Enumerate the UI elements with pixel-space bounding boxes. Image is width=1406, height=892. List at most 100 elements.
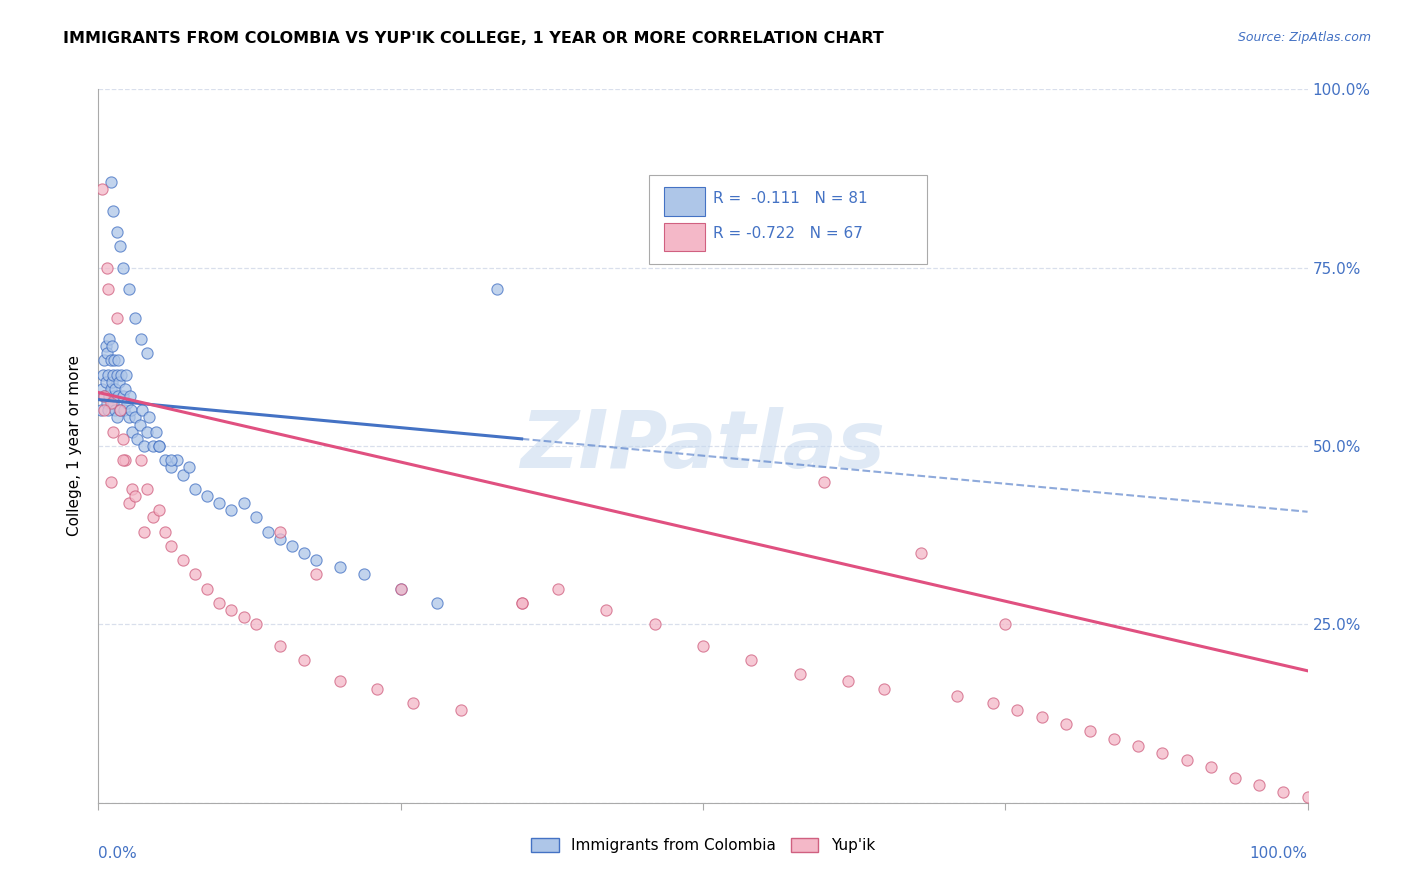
Point xyxy=(112,403,135,417)
Point xyxy=(105,225,128,239)
Point xyxy=(101,368,124,382)
Point xyxy=(450,703,472,717)
Point xyxy=(644,617,666,632)
Point xyxy=(105,310,128,325)
Point xyxy=(256,524,278,539)
Point xyxy=(97,282,120,296)
Point xyxy=(232,496,254,510)
Point xyxy=(117,396,139,410)
Point xyxy=(131,403,153,417)
Point xyxy=(426,596,449,610)
Point xyxy=(94,339,117,353)
Point xyxy=(91,182,114,196)
Point xyxy=(1223,771,1246,785)
FancyBboxPatch shape xyxy=(648,175,927,264)
Point xyxy=(111,453,134,467)
Text: Source: ZipAtlas.com: Source: ZipAtlas.com xyxy=(1237,31,1371,45)
Point xyxy=(692,639,714,653)
Point xyxy=(329,560,352,574)
Point xyxy=(114,382,136,396)
Point xyxy=(96,260,118,275)
Point xyxy=(813,475,835,489)
Point xyxy=(135,482,157,496)
Point xyxy=(195,582,218,596)
Point xyxy=(389,582,412,596)
Legend: Immigrants from Colombia, Yup'ik: Immigrants from Colombia, Yup'ik xyxy=(524,831,882,859)
Point xyxy=(1296,790,1319,805)
Point xyxy=(292,653,315,667)
Point xyxy=(172,553,194,567)
Point xyxy=(510,596,533,610)
Point xyxy=(1078,724,1101,739)
Point xyxy=(1152,746,1174,760)
Point xyxy=(111,432,134,446)
Point xyxy=(305,553,328,567)
Point xyxy=(789,667,811,681)
Y-axis label: College, 1 year or more: College, 1 year or more xyxy=(67,356,83,536)
Text: ZIPatlas: ZIPatlas xyxy=(520,407,886,485)
Point xyxy=(195,489,218,503)
Point xyxy=(134,439,156,453)
Point xyxy=(184,482,207,496)
Point xyxy=(98,389,121,403)
Point xyxy=(1249,778,1271,792)
Point xyxy=(245,617,267,632)
Point xyxy=(111,389,134,403)
Point xyxy=(124,310,146,325)
Point xyxy=(142,510,165,524)
Point xyxy=(510,596,533,610)
Point xyxy=(153,453,176,467)
Point xyxy=(138,410,160,425)
Point xyxy=(91,368,114,382)
Point xyxy=(124,410,146,425)
Point xyxy=(128,417,150,432)
Text: R =  -0.111   N = 81: R = -0.111 N = 81 xyxy=(713,191,868,205)
Point xyxy=(129,332,152,346)
Point xyxy=(93,389,115,403)
Point xyxy=(148,439,170,453)
Point xyxy=(221,503,243,517)
Point xyxy=(402,696,425,710)
Point xyxy=(97,368,120,382)
Point xyxy=(1007,703,1029,717)
Point xyxy=(100,339,122,353)
Point xyxy=(837,674,859,689)
Point xyxy=(103,353,125,368)
Point xyxy=(100,382,122,396)
Point xyxy=(269,532,291,546)
Point xyxy=(135,346,157,360)
Point xyxy=(994,617,1017,632)
Point xyxy=(160,539,183,553)
Point xyxy=(108,375,131,389)
Point xyxy=(100,353,122,368)
Point xyxy=(101,203,124,218)
Point xyxy=(595,603,617,617)
Point xyxy=(93,403,115,417)
Point xyxy=(160,453,183,467)
Point xyxy=(1102,731,1125,746)
Point xyxy=(100,175,122,189)
Point xyxy=(129,453,152,467)
Point xyxy=(221,603,243,617)
Point xyxy=(118,496,141,510)
Point xyxy=(111,260,134,275)
Point xyxy=(118,410,141,425)
Point xyxy=(160,460,183,475)
Point xyxy=(1199,760,1222,774)
Point xyxy=(97,403,120,417)
Point xyxy=(305,567,328,582)
Point xyxy=(110,368,132,382)
Point xyxy=(184,567,207,582)
Point xyxy=(134,524,156,539)
FancyBboxPatch shape xyxy=(664,223,706,252)
Point xyxy=(981,696,1004,710)
Point xyxy=(105,410,128,425)
Point xyxy=(873,681,896,696)
Point xyxy=(166,453,188,467)
Point xyxy=(486,282,509,296)
Point xyxy=(135,425,157,439)
Point xyxy=(91,382,114,396)
Point xyxy=(281,539,304,553)
Point xyxy=(114,453,136,467)
Point xyxy=(108,403,131,417)
